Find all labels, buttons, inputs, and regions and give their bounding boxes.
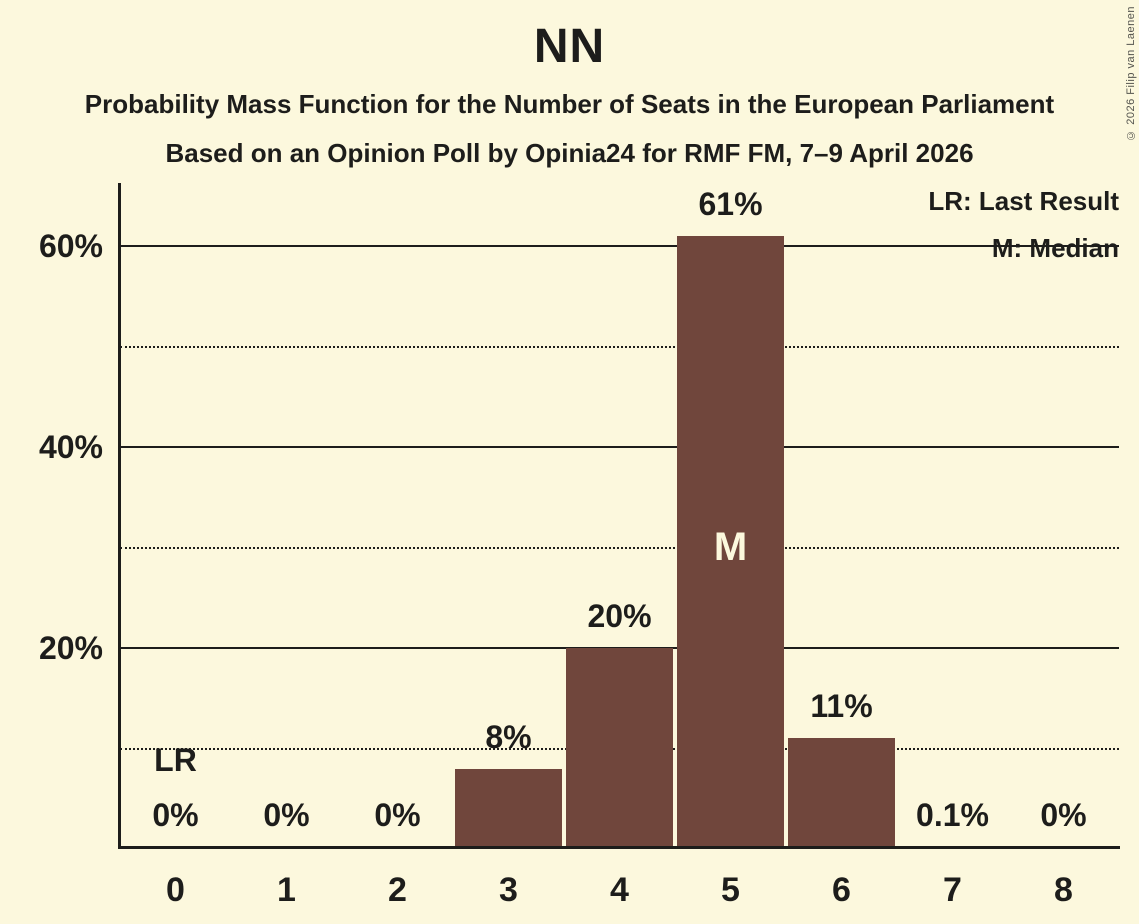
value-label-seat-5: 61% [698,185,763,222]
x-axis-line [118,846,1120,849]
x-tick-1: 1 [277,871,296,909]
bar-seat-6 [788,738,895,849]
value-label-seat-7: 0.1% [916,797,989,833]
bar-seat-5 [677,235,784,849]
bar-seat-3 [455,768,562,849]
x-tick-7: 7 [943,871,962,909]
legend-median: M: Median [991,233,1119,263]
value-label-seat-1: 0% [263,797,310,833]
y-axis-label-40: 40% [38,429,103,465]
value-label-seat-0: 0% [152,797,199,833]
gridline-minor-30 [120,546,1119,549]
gridline-major-40 [120,446,1119,448]
chart-title: NN [533,20,606,73]
value-label-seat-6: 11% [810,688,873,725]
value-label-seat-4: 20% [587,598,652,634]
bar-seat-4 [566,648,673,849]
value-label-seat-2: 0% [374,797,421,833]
x-tick-8: 8 [1054,871,1073,909]
y-axis-line [118,183,121,849]
gridline-major-60 [120,245,1119,247]
x-tick-0: 0 [166,871,185,909]
y-axis-label-60: 60% [38,228,103,264]
value-label-seat-3: 8% [485,718,532,755]
chart-source-line: Based on an Opinion Poll by Opinia24 for… [165,138,974,168]
x-tick-5: 5 [721,871,740,909]
x-tick-6: 6 [832,871,851,909]
value-label-seat-8: 0% [1040,797,1087,833]
x-tick-3: 3 [499,871,518,909]
chart-subtitle: Probability Mass Function for the Number… [84,89,1055,119]
x-tick-4: 4 [610,871,629,909]
gridline-minor-50 [120,345,1119,348]
x-tick-2: 2 [388,871,407,909]
y-axis-label-20: 20% [38,630,103,666]
median-marker: M [713,525,748,569]
legend-last-result: LR: Last Result [928,186,1119,216]
last-result-marker: LR [154,742,197,778]
